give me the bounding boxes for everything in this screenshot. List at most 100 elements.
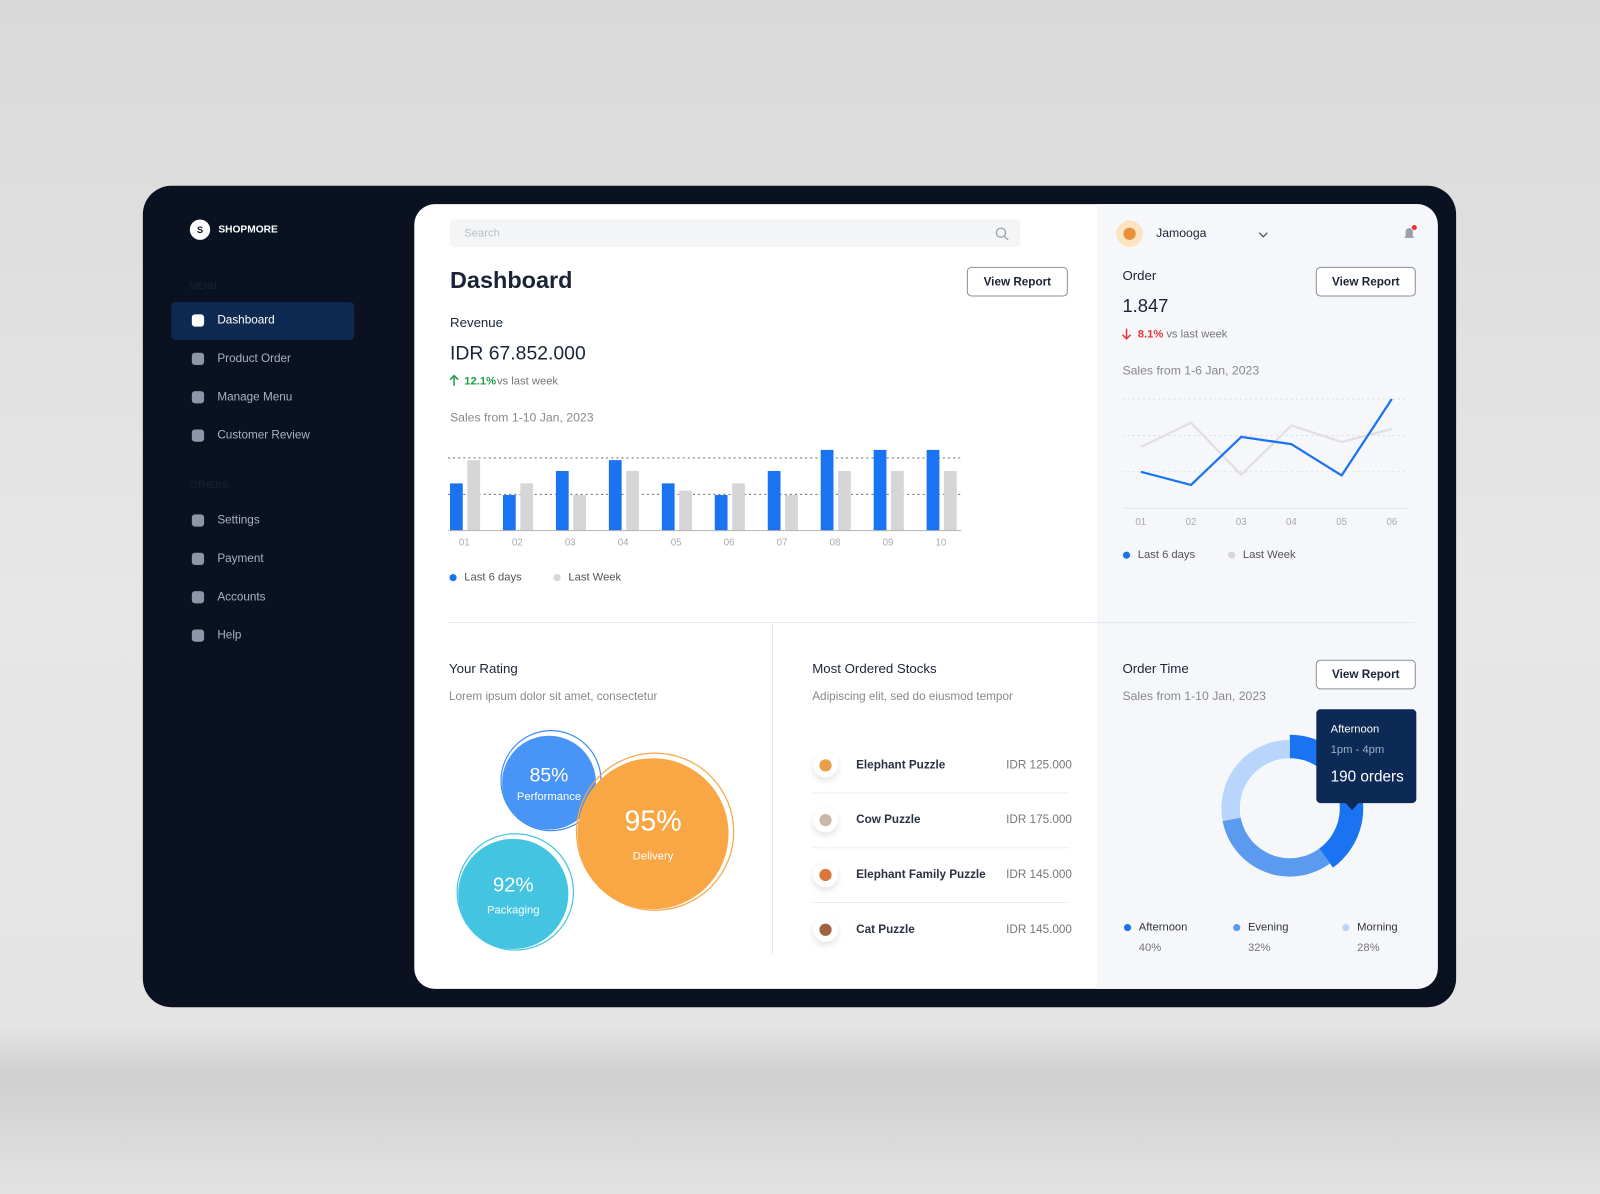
legend-value: 28% [1357,942,1379,954]
nav-icon [191,591,205,604]
bar [450,483,463,531]
change-value: 8.1% [1138,329,1164,341]
product-image [819,923,832,936]
bar [467,460,481,531]
page-title: Dashboard [450,267,573,293]
nav-item[interactable]: Dashboard [171,302,355,340]
legend-label: Morning [1357,922,1398,934]
search-icon [1004,235,1009,241]
legend-swatch [1228,551,1236,559]
nav-item[interactable]: Accounts [191,590,266,604]
view-report-button[interactable]: View Report [966,266,1068,297]
nav-active-bg [171,302,355,340]
bar [714,495,728,531]
legend-value: 32% [1248,942,1270,954]
menu-heading: MENU [190,281,217,291]
section-title: Most Ordered Stocks [812,661,937,676]
view-report-button[interactable]: View Report [1315,659,1416,690]
chart-subtitle: Lorem ipsum dolor sit amet, consectetur [449,690,658,703]
bar [555,471,569,531]
button-label: View Report [1332,668,1400,681]
bubble [502,735,596,830]
x-tick-label: 01 [1135,517,1146,528]
button-label: View Report [984,275,1052,288]
x-tick-label: 01 [459,537,470,548]
order-count: 1.847 [1122,295,1168,316]
bar [943,471,957,531]
bar [873,449,887,531]
nav-icon [191,352,205,365]
x-tick-label: 04 [618,537,629,548]
product-price: IDR 125.000 [1006,758,1072,771]
bar [891,471,904,531]
product-name: Cow Puzzle [856,813,921,826]
x-tick-label: 09 [883,537,894,548]
legend-swatch [449,574,457,582]
bubble-ring [456,833,575,951]
section-subtitle: Adipiscing elit, sed do eiusmod tempor [812,690,1013,703]
up-arrow [449,374,459,386]
button-frame [1315,266,1416,297]
nav-icon [191,629,205,642]
nav-icon [191,552,205,565]
product-name: Elephant Family Puzzle [856,868,986,881]
stock-item: Cat Puzzle IDR 145.000 [813,917,1072,942]
view-report-button[interactable]: View Report [1315,266,1416,297]
search-icon [995,227,1007,238]
product-price: IDR 145.000 [1006,868,1072,881]
section-label: Order [1122,268,1156,283]
x-tick-label: 02 [1186,517,1197,528]
bubble-value: 85% [530,764,569,786]
user-menu[interactable]: Jamooga [1116,220,1268,247]
notification-bell[interactable] [1404,225,1417,238]
search-placeholder: Search [464,228,500,240]
user-name: Jamooga [1156,226,1207,240]
nav-icon [191,314,205,327]
donut-segment [1222,817,1330,877]
nav-item[interactable]: Product Order [191,352,291,365]
button-label: View Report [1332,275,1400,288]
bar [661,483,675,531]
nav-item[interactable]: Payment [191,552,264,565]
nav-item[interactable]: Settings [191,514,260,527]
product-image [819,868,832,882]
bar [732,483,745,531]
bell-icon [1404,228,1415,238]
chart-title: Your Rating [449,661,518,676]
nav-label: Customer Review [217,429,310,442]
x-tick-label: 06 [1386,517,1397,528]
bar [626,471,639,531]
legend-swatch [1233,924,1241,932]
search-box[interactable]: Search [450,219,1021,247]
search-field [450,219,1021,247]
nav-item[interactable]: Customer Review [191,429,311,442]
down-arrow [1121,328,1132,340]
chart-title: Order Time [1122,661,1188,676]
legend-swatch [1123,924,1132,932]
tooltip-pointer [1344,802,1360,811]
line-series [1140,421,1393,476]
revenue-amount: IDR 67.852.000 [450,342,586,364]
stock-item: Elephant Puzzle IDR 125.000 [812,753,1072,794]
nav-label: Product Order [217,352,291,365]
nav-label: Accounts [217,590,265,603]
x-tick-label: 05 [671,537,682,548]
legend-label: Last Week [568,572,621,584]
chart-subtitle: Sales from 1-10 Jan, 2023 [1122,689,1266,703]
nav-item[interactable]: Help [191,629,242,642]
nav-icon [191,391,205,404]
bar [502,495,516,531]
x-tick-label: 03 [1236,517,1247,528]
stock-item: Cow Puzzle IDR 175.000 [812,807,1072,849]
bubble-label: Performance [517,791,581,803]
bar [838,471,851,531]
nav-icon [191,429,205,442]
nav-item[interactable]: Manage Menu [191,390,292,404]
legend-swatch [1122,551,1131,559]
button-frame [1315,659,1416,690]
product-name: Elephant Puzzle [856,758,946,771]
menu-heading: OTHERS [190,480,228,490]
bar [926,449,940,531]
button-frame [966,266,1068,297]
bubble-value: 95% [624,806,681,838]
